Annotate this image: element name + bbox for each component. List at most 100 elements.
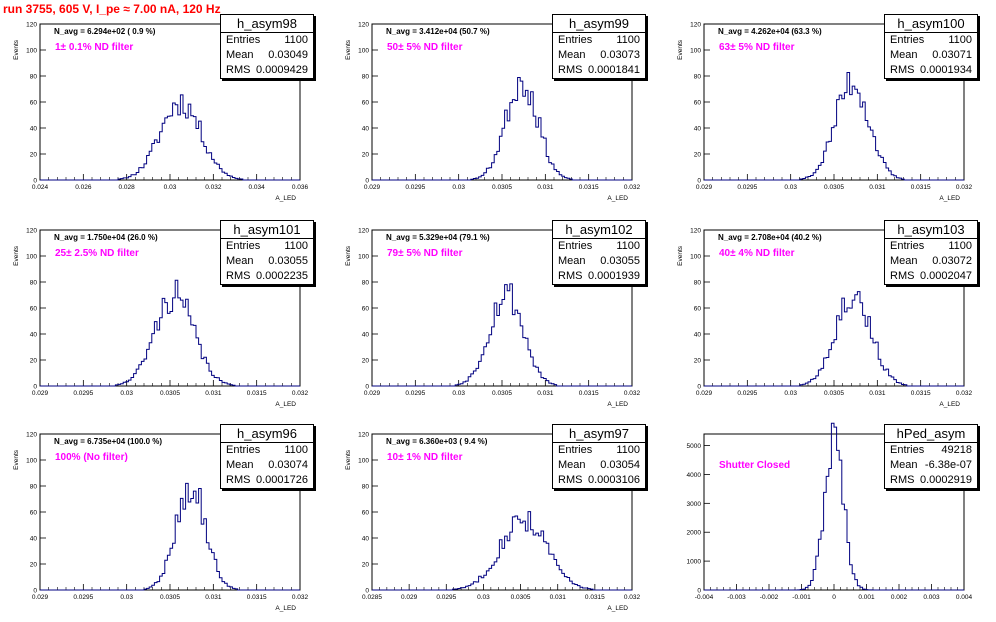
stats-row-entries: Entries 1100 [553,239,645,254]
histogram-plot: 0.029 0.0295 0.03 0.0305 0.031 0.0315 0.032 0 20… [345,22,641,203]
x-tick-label: 0.0305 [824,184,844,191]
x-tick-label: 0.0305 [160,594,180,601]
stats-label: Mean [558,49,586,61]
filter-label: 40± 4% ND filter [719,248,795,259]
y-tick-label: 20 [362,152,370,159]
stats-value: 1100 [616,34,640,46]
x-tick-label: 0.028 [119,184,136,191]
y-tick-label: 20 [362,358,370,365]
y-tick-label: 20 [30,358,38,365]
stats-value: 0.03073 [600,49,640,61]
y-tick-label: 0 [697,384,701,391]
y-tick-label: 20 [694,152,702,159]
y-tick-label: 40 [362,536,370,543]
x-tick-label: 0.0305 [824,390,844,397]
histogram-curve [40,279,300,387]
y-tick-label: 80 [30,484,38,491]
x-tick-label: 0.0305 [492,390,512,397]
x-tick-label: 0.001 [858,594,875,601]
y-tick-label: 0 [365,178,369,185]
histogram-panel-h_asym97: 0.0285 0.029 0.0295 0.03 0.0305 0.031 0.0315 0.… [332,410,664,616]
y-axis-title: Events [345,245,352,266]
n-avg-label: N_avg = 6.360e+03 ( 9.4 %) [386,437,488,446]
stats-value: 1100 [616,240,640,252]
y-tick-label: 0 [33,178,37,185]
stats-value: 49218 [941,444,972,456]
x-tick-label: -0.001 [792,594,811,601]
x-axis-title: A_LED [607,605,628,612]
x-tick-label: 0.0295 [737,390,757,397]
stats-row-rms: RMS 0.0001934 [885,63,977,78]
stats-row-mean: Mean 0.03054 [553,458,645,473]
y-tick-label: 2000 [687,530,702,537]
histogram-panel-h_asym100: 0.029 0.0295 0.03 0.0305 0.031 0.0315 0.032 0 20… [664,0,996,206]
y-tick-label: 60 [694,306,702,313]
stats-value: 1100 [616,444,640,456]
histogram-plot: 0.0285 0.029 0.0295 0.03 0.0305 0.031 0.0315 0.… [345,432,641,613]
stats-value: 0.03074 [268,459,308,471]
stats-row-rms: RMS 0.0001726 [221,473,313,488]
x-tick-label: 0.0315 [579,390,599,397]
y-tick-label: 120 [358,228,369,235]
histogram-name: h_asym102 [553,221,645,239]
y-tick-label: 120 [26,228,37,235]
x-tick-label: -0.003 [727,594,746,601]
y-tick-label: 4000 [687,472,702,479]
stats-row-rms: RMS 0.0001841 [553,63,645,78]
y-axis-title: Events [677,245,684,266]
stats-row-mean: Mean 0.03055 [221,254,313,269]
y-tick-label: 5000 [687,443,702,450]
x-tick-label: -0.002 [760,594,779,601]
stats-row-mean: Mean 0.03071 [885,48,977,63]
y-tick-label: 60 [362,100,370,107]
stats-row-rms: RMS 0.0002235 [221,269,313,284]
y-tick-label: 80 [362,280,370,287]
stats-row-rms: RMS 0.0003106 [553,473,645,488]
n-avg-label: N_avg = 3.412e+04 (50.7 %) [386,27,490,36]
x-tick-label: 0.03 [452,390,465,397]
x-tick-label: 0.03 [784,390,797,397]
stats-box: h_asym100 Entries 1100 Mean 0.03071 RMS 0.0001… [884,14,978,79]
filter-label: 79± 5% ND filter [387,248,463,259]
x-tick-label: 0.0295 [405,390,425,397]
stats-value: 1100 [948,240,972,252]
y-tick-label: 3000 [687,501,702,508]
y-tick-label: 100 [26,458,37,465]
stats-box: hPed_asym Entries 49218 Mean -6.38e-07 RMS 0.0… [884,424,978,489]
x-axis-title: A_LED [275,195,296,202]
y-tick-label: 40 [362,126,370,133]
stats-value: 0.0002047 [920,270,972,282]
stats-row-mean: Mean 0.03073 [553,48,645,63]
histogram-curve [704,72,964,181]
y-tick-label: 40 [694,126,702,133]
x-tick-label: 0.0315 [247,390,267,397]
stats-row-entries: Entries 1100 [221,33,313,48]
y-tick-label: 100 [690,254,701,261]
x-tick-label: 0.03 [452,184,465,191]
stats-label: Entries [226,240,261,252]
x-tick-label: 0.034 [249,184,266,191]
histogram-name: h_asym101 [221,221,313,239]
y-tick-label: 20 [694,358,702,365]
y-tick-label: 80 [30,74,38,81]
y-tick-label: 80 [30,280,38,287]
histogram-name: h_asym96 [221,425,313,443]
histogram-curve [372,283,632,387]
x-axis-title: A_LED [275,401,296,408]
y-tick-label: 120 [26,432,37,439]
x-tick-label: 0.029 [32,390,49,397]
stats-row-mean: Mean 0.03072 [885,254,977,269]
y-axis-title: Events [13,245,20,266]
y-tick-label: 40 [30,536,38,543]
x-tick-label: 0.03 [120,594,133,601]
y-tick-label: 80 [694,74,702,81]
stats-value: 0.03055 [600,255,640,267]
y-tick-label: 60 [30,306,38,313]
histogram-name: h_asym98 [221,15,313,33]
stats-label: Entries [558,240,593,252]
stats-row-mean: Mean 0.03055 [553,254,645,269]
filter-label: 25± 2.5% ND filter [55,248,139,259]
stats-row-rms: RMS 0.0001939 [553,269,645,284]
stats-value: 1100 [948,34,972,46]
stats-value: 0.0001841 [588,64,640,76]
